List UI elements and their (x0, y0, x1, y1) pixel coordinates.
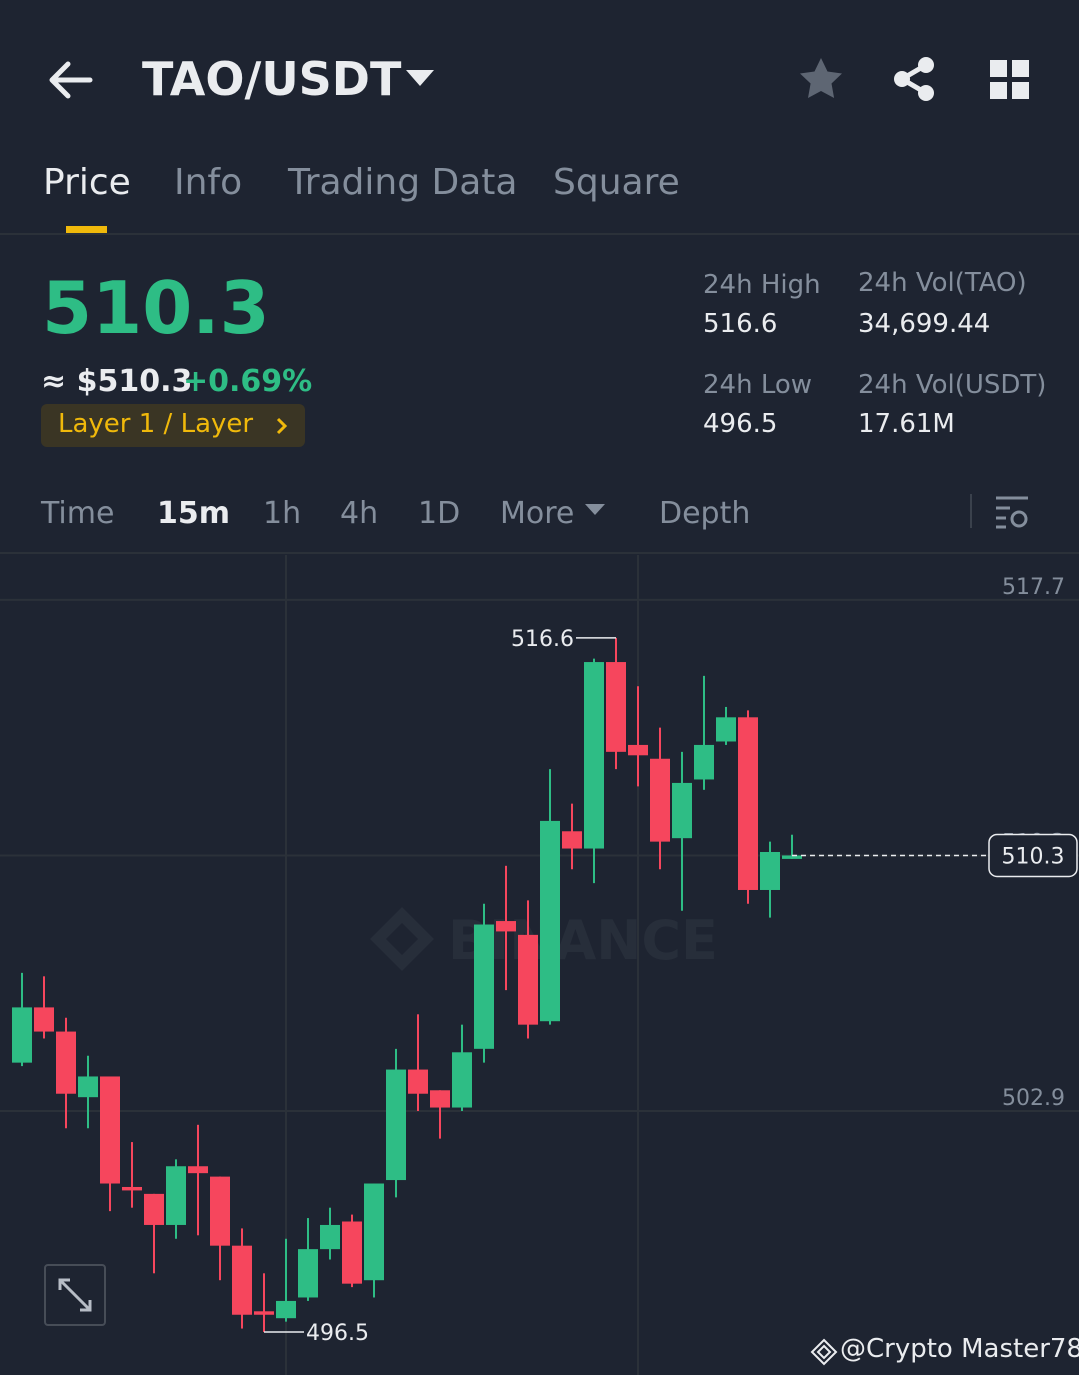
candle-body (232, 1245, 252, 1315)
stat-value: 34,699.44 (858, 309, 991, 339)
candle-body (320, 1224, 340, 1250)
share-icon[interactable] (892, 56, 938, 102)
interval[interactable]: 4h (340, 496, 379, 531)
candle-body (122, 1186, 142, 1191)
candle-body (650, 758, 670, 842)
candle-body (342, 1221, 362, 1284)
candle-body (188, 1166, 208, 1174)
candle-body (34, 1007, 54, 1032)
candle-body (298, 1249, 318, 1298)
candle-body (56, 1031, 76, 1094)
candle-body (694, 744, 714, 780)
tag-label: Layer 1 / Layer (58, 409, 254, 439)
candle-body (386, 1069, 406, 1181)
stat-label: 24h Low (703, 370, 813, 400)
favorite-icon[interactable] (798, 56, 844, 102)
candle-body (144, 1193, 164, 1225)
interval[interactable]: Depth (659, 496, 751, 531)
candle-body (628, 744, 648, 756)
more-dropdown[interactable] (585, 504, 605, 516)
min-marker-label: 496.5 (306, 1321, 369, 1346)
candle-body (606, 662, 626, 752)
watermark-logo (370, 907, 434, 971)
candle-body (166, 1166, 186, 1225)
candle-body (408, 1069, 428, 1094)
credit-logo (810, 1338, 838, 1366)
candle-body (716, 717, 736, 742)
candle-body (760, 851, 780, 890)
stat-value: 516.6 (703, 309, 778, 339)
candle-body (364, 1183, 384, 1281)
interval[interactable]: More (500, 496, 575, 531)
candle-body (540, 820, 560, 1022)
divider (0, 233, 1079, 235)
stat-label: 24h Vol(TAO) (858, 268, 1027, 298)
separator (970, 494, 972, 528)
candle-body (474, 924, 494, 1049)
candle-body (496, 921, 516, 932)
candle-body (12, 1007, 32, 1063)
stat-value: 496.5 (703, 409, 778, 439)
candle-body (738, 717, 758, 890)
grid-icon[interactable] (990, 60, 1030, 100)
expand-icon (58, 1278, 92, 1312)
back-button[interactable] (46, 58, 94, 102)
candle-body (254, 1311, 274, 1315)
tab[interactable]: Price (43, 162, 131, 203)
fiat-price: ≈ $510.3 (41, 364, 193, 399)
credit: @Crypto Master786 (840, 1334, 1079, 1364)
interval[interactable]: 15m (157, 496, 231, 531)
last-price-tag (988, 833, 1078, 878)
y-tick-label: 517.7 (1002, 575, 1065, 600)
candle-body (430, 1090, 450, 1108)
candle-body (584, 662, 604, 849)
stat-label: 24h Vol(USDT) (858, 370, 1047, 400)
pair-dropdown[interactable] (406, 70, 434, 88)
stat-label: 24h High (703, 270, 821, 300)
y-tick-label: 502.9 (1002, 1086, 1065, 1111)
tab[interactable]: Square (553, 162, 680, 203)
tab[interactable]: Trading Data (288, 162, 518, 203)
max-marker-label: 516.6 (511, 627, 574, 652)
pair-title[interactable]: TAO/USDT (142, 52, 402, 106)
divider (0, 552, 1079, 554)
tag-arrow (276, 417, 288, 435)
expand-button[interactable] (44, 1264, 106, 1326)
candle-body (518, 934, 538, 1025)
chart-settings-icon[interactable] (994, 494, 1030, 530)
candle-body (276, 1300, 296, 1319)
candle-body (562, 831, 582, 849)
candle-body (210, 1176, 230, 1246)
price-change: +0.69% (183, 364, 313, 399)
interval[interactable]: Time (41, 496, 115, 531)
tab-indicator (66, 226, 107, 233)
interval[interactable]: 1h (263, 496, 302, 531)
candle-body (782, 855, 802, 859)
tab[interactable]: Info (174, 162, 243, 203)
last-price-label: 510.3 (1002, 844, 1065, 869)
candle-body (100, 1076, 120, 1184)
interval[interactable]: 1D (418, 496, 461, 531)
last-price: 510.3 (42, 266, 270, 350)
stat-value: 17.61M (858, 409, 955, 439)
candle-body (78, 1076, 98, 1098)
candle-body (452, 1052, 472, 1108)
tag-chip[interactable]: Layer 1 / Layer (41, 404, 305, 447)
candle-body (672, 782, 692, 839)
